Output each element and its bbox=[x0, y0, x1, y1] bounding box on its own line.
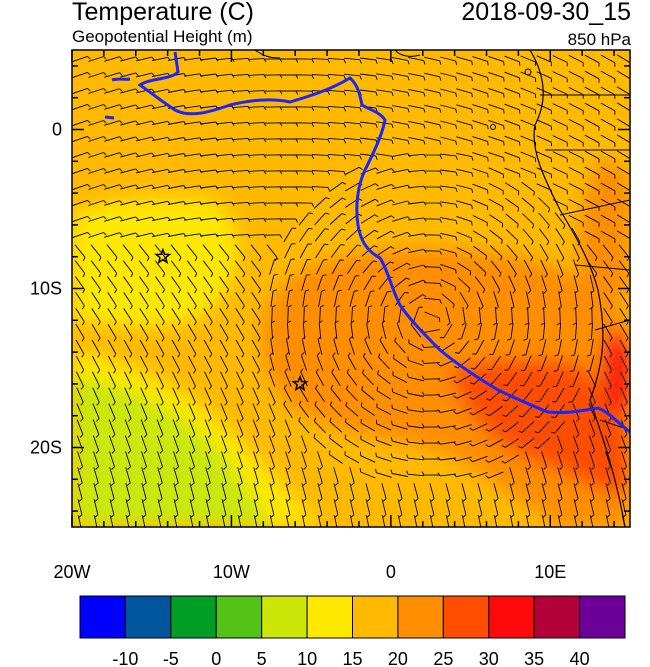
coast-overlay-fragments bbox=[104, 77, 131, 120]
northern-border-segments bbox=[254, 50, 421, 59]
colorbar-swatch bbox=[533, 595, 581, 639]
axis-tick-labels: 20W 10W 0 10E 0 10S 20S bbox=[30, 120, 566, 583]
map-markers bbox=[154, 247, 309, 392]
colorbar-label: 35 bbox=[524, 649, 544, 667]
colorbar-label: 25 bbox=[433, 649, 453, 667]
temperature-35-40-region bbox=[601, 330, 630, 420]
x-tick-label: 10E bbox=[534, 562, 566, 582]
star-marker bbox=[154, 247, 172, 265]
y-tick-label: 0 bbox=[52, 120, 62, 140]
temperature-25-30-land-region bbox=[578, 160, 630, 300]
colorbar-label: 30 bbox=[479, 649, 499, 667]
colorbar-label: 15 bbox=[342, 649, 362, 667]
colorbar-label: 0 bbox=[211, 649, 221, 667]
colorbar-label: 5 bbox=[257, 649, 267, 667]
map-subtitle: Geopotential Height (m) bbox=[72, 27, 253, 46]
colorbar-label: -10 bbox=[112, 649, 138, 667]
colorbar-swatch bbox=[124, 595, 172, 639]
pressure-level: 850 hPa bbox=[567, 30, 631, 49]
wind-barbs bbox=[72, 54, 630, 527]
axis-ticks bbox=[71, 50, 630, 527]
colorbar-swatch bbox=[397, 595, 444, 639]
colorbar-swatch bbox=[170, 595, 217, 639]
island-marker bbox=[490, 124, 496, 130]
map-title: Temperature (C) bbox=[72, 0, 254, 26]
colorbar-label: 20 bbox=[388, 649, 408, 667]
valid-time: 2018-09-30_15 bbox=[461, 0, 631, 26]
temperature-15-20-region bbox=[72, 198, 239, 328]
y-tick-label: 10S bbox=[30, 279, 62, 299]
colorbar-swatch bbox=[352, 595, 399, 639]
colorbar-swatch bbox=[79, 595, 126, 639]
colorbar-swatch bbox=[215, 595, 263, 639]
colorbar-swatch bbox=[306, 595, 354, 639]
colorbar-label: 10 bbox=[297, 649, 317, 667]
colorbar-label: 40 bbox=[570, 649, 590, 667]
colorbar-label: -5 bbox=[163, 649, 179, 667]
temperature-30-35-region bbox=[450, 359, 630, 500]
country-borders bbox=[540, 94, 630, 431]
x-tick-label: 20W bbox=[53, 562, 90, 582]
y-tick-label: 20S bbox=[30, 438, 62, 458]
colorbar-swatch bbox=[579, 595, 626, 639]
colorbar-swatch bbox=[488, 595, 535, 639]
star-marker bbox=[291, 374, 309, 392]
river-overlay bbox=[137, 51, 630, 434]
wind-barb-field bbox=[72, 54, 630, 527]
temperature-10-15-region bbox=[72, 375, 275, 527]
x-tick-label: 10W bbox=[213, 562, 250, 582]
island-marker bbox=[524, 68, 532, 76]
coastline bbox=[529, 50, 626, 527]
temperature-field bbox=[72, 50, 630, 527]
colorbar-swatch bbox=[261, 595, 308, 639]
colorbar-swatch bbox=[442, 595, 490, 639]
x-tick-label: 0 bbox=[386, 562, 396, 582]
colorbar: -10 -5 0 5 10 15 20 25 30 35 40 bbox=[79, 595, 626, 667]
